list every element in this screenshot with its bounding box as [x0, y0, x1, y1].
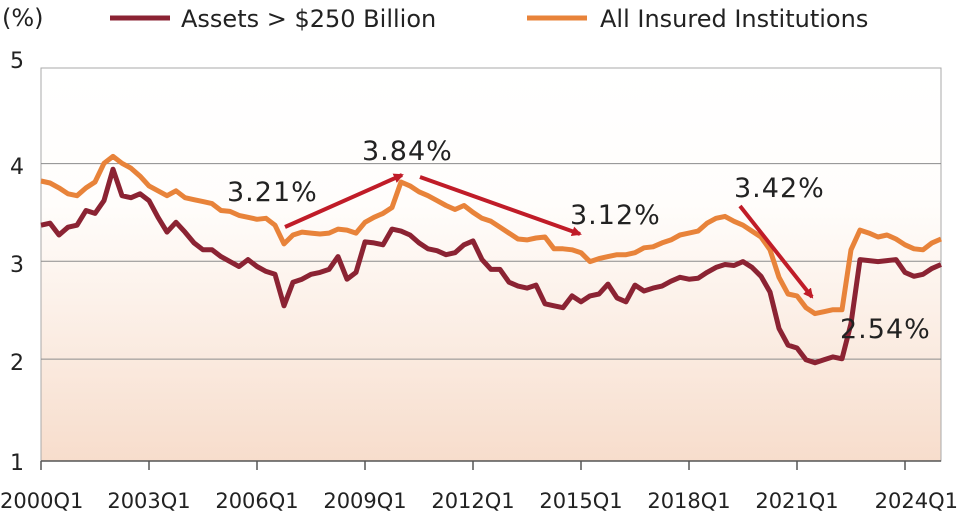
- series-line-assets-250b: [40, 166, 942, 366]
- annotation-label-3-42: 3.42%: [734, 173, 825, 204]
- y-axis-unit-label: (%): [2, 4, 44, 32]
- x-tick-label: 2015Q1: [539, 489, 622, 513]
- x-tick-label: 2024Q1: [875, 489, 958, 513]
- x-tick-label: 2018Q1: [647, 489, 730, 513]
- y-tick-label-2: 2: [10, 351, 24, 376]
- legend-label-assets-250b: Assets > $250 Billion: [181, 5, 436, 33]
- y-tick-label-5: 5: [10, 49, 24, 74]
- x-tick-label: 2006Q1: [215, 489, 298, 513]
- annotation-label-3-21: 3.21%: [227, 177, 318, 208]
- legend-label-all-insured: All Insured Institutions: [600, 5, 868, 33]
- y-tick-label-4: 4: [10, 155, 24, 180]
- plot-area: [40, 67, 942, 462]
- annotation-arrow-decline-2020: [738, 204, 814, 299]
- annotation-label-3-84: 3.84%: [362, 136, 453, 167]
- x-tick-label: 2000Q1: [0, 489, 83, 513]
- x-tick-label: 2003Q1: [107, 489, 190, 513]
- series-line-all-insured: [40, 153, 942, 317]
- x-tick-label: 2009Q1: [323, 489, 406, 513]
- annotation-label-3-12: 3.12%: [570, 200, 661, 231]
- y-tick-label-1: 1: [10, 451, 24, 476]
- y-tick-label-3: 3: [10, 253, 24, 278]
- annotation-label-2-54: 2.54%: [840, 314, 931, 345]
- x-tick-label: 2021Q1: [755, 489, 838, 513]
- x-tick-label: 2012Q1: [431, 489, 514, 513]
- annotation-arrow-decline-2010: [419, 175, 582, 237]
- annotation-arrow-rise-2008: [284, 173, 404, 229]
